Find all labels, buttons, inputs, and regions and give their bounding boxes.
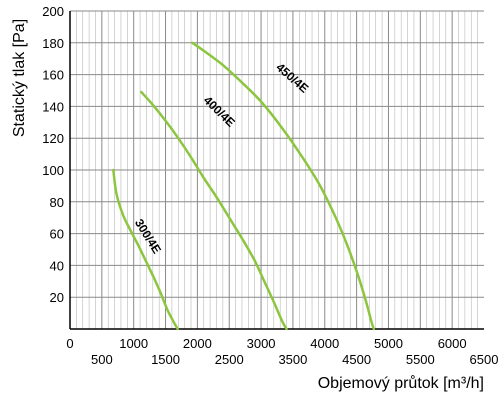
series-line-400-4E <box>140 90 288 331</box>
x-tick-label: 3500 <box>278 352 307 367</box>
x-tick-label: 6500 <box>470 352 499 367</box>
x-tick-label: 3000 <box>247 336 276 351</box>
x-tick-label: 6000 <box>438 336 467 351</box>
x-tick-label: 0 <box>66 336 73 351</box>
series-lines <box>112 41 376 331</box>
x-axis-label: Objemový průtok [m³/h] <box>318 374 484 392</box>
y-tick-label: 160 <box>42 68 64 83</box>
series-line-300-4E <box>112 168 179 331</box>
y-tick-label: 120 <box>42 131 64 146</box>
x-tick-label: 5000 <box>374 336 403 351</box>
x-tick-label: 1000 <box>119 336 148 351</box>
x-tick-label: 1500 <box>151 352 180 367</box>
x-tick-label: 500 <box>91 352 113 367</box>
x-tick-label: 5500 <box>406 352 435 367</box>
y-tick-label: 40 <box>50 258 64 273</box>
x-tick-label: 4500 <box>342 352 371 367</box>
x-tick-labels: 0 500 100015002000250030003500400045005000… <box>66 336 498 367</box>
y-tick-label: 20 <box>50 290 64 305</box>
grid-horizontal <box>70 10 484 298</box>
x-tick-label: 2500 <box>215 352 244 367</box>
y-tick-label: 100 <box>42 163 64 178</box>
y-tick-label: 80 <box>50 195 64 210</box>
y-tick-label: 140 <box>42 99 64 114</box>
x-tick-label: 2000 <box>183 336 212 351</box>
y-axis-label: Statický tlak [Pa] <box>11 19 28 137</box>
axes <box>69 11 484 330</box>
y-tick-labels: 20 40 60 80 100 120 140 160 180 200 <box>42 4 64 305</box>
y-tick-label: 60 <box>50 227 64 242</box>
series-line-450-4E <box>191 41 376 331</box>
x-tick-label: 4000 <box>310 336 339 351</box>
series-label: 400/4E <box>201 93 238 130</box>
y-tick-label: 180 <box>42 36 64 51</box>
y-tick-label: 200 <box>42 4 64 19</box>
